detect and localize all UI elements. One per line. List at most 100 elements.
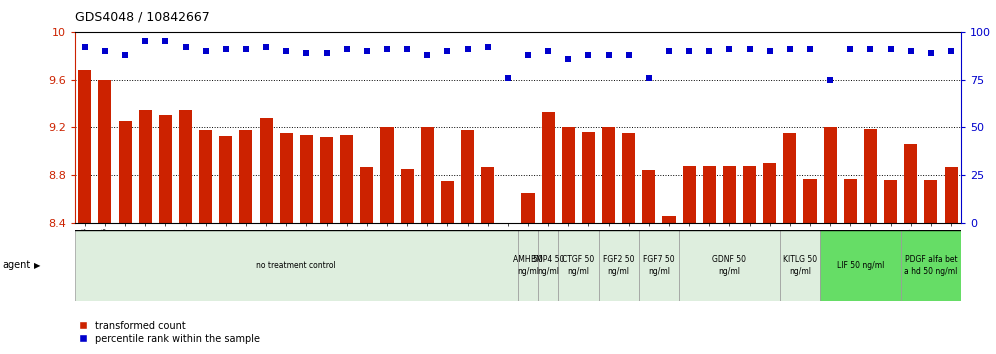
Bar	[763, 163, 776, 223]
Point	[661, 48, 677, 54]
Point	[500, 75, 516, 81]
Point	[843, 46, 859, 52]
Bar	[179, 109, 192, 223]
Point	[923, 50, 939, 56]
Point	[379, 46, 395, 52]
Point	[742, 46, 758, 52]
Bar	[239, 130, 253, 223]
Point	[902, 48, 918, 54]
Bar	[602, 127, 616, 223]
Point	[681, 48, 697, 54]
Point	[863, 46, 878, 52]
Point	[177, 44, 193, 50]
Text: ▶: ▶	[34, 261, 41, 270]
Point	[238, 46, 254, 52]
Point	[218, 46, 234, 52]
Point	[118, 52, 133, 58]
Bar	[864, 129, 877, 223]
Point	[782, 46, 798, 52]
Bar	[743, 166, 756, 223]
Point	[459, 46, 475, 52]
Bar	[138, 109, 151, 223]
Point	[762, 48, 778, 54]
Bar	[99, 80, 112, 223]
Point	[480, 44, 496, 50]
Point	[701, 48, 717, 54]
Point	[561, 56, 577, 62]
Bar	[542, 112, 555, 223]
Text: BMP4 50
ng/ml: BMP4 50 ng/ml	[532, 256, 565, 275]
Bar	[361, 167, 374, 223]
Point	[621, 52, 636, 58]
Point	[399, 46, 415, 52]
Text: CTGF 50
ng/ml: CTGF 50 ng/ml	[562, 256, 595, 275]
Bar	[662, 216, 675, 223]
Text: GDS4048 / 10842667: GDS4048 / 10842667	[75, 11, 209, 24]
Point	[520, 52, 536, 58]
Bar	[904, 144, 917, 223]
Bar	[820, 230, 900, 301]
Bar	[75, 230, 518, 301]
Legend: transformed count, percentile rank within the sample: transformed count, percentile rank withi…	[80, 321, 260, 344]
Text: KITLG 50
ng/ml: KITLG 50 ng/ml	[783, 256, 817, 275]
Point	[299, 50, 315, 56]
Point	[721, 46, 737, 52]
Bar	[119, 121, 131, 223]
Bar	[340, 135, 354, 223]
Bar	[558, 230, 599, 301]
Bar	[562, 127, 575, 223]
Bar	[300, 135, 313, 223]
Point	[97, 48, 113, 54]
Bar	[380, 127, 393, 223]
Text: LIF 50 ng/ml: LIF 50 ng/ml	[837, 261, 884, 270]
Bar	[461, 130, 474, 223]
Point	[197, 48, 213, 54]
Point	[802, 46, 818, 52]
Point	[439, 48, 455, 54]
Bar	[518, 230, 538, 301]
Bar	[420, 127, 434, 223]
Bar	[638, 230, 679, 301]
Bar	[622, 133, 635, 223]
Bar	[682, 166, 696, 223]
Point	[943, 48, 959, 54]
Point	[258, 44, 274, 50]
Text: FGF7 50
ng/ml: FGF7 50 ng/ml	[643, 256, 674, 275]
Point	[823, 77, 839, 82]
Point	[640, 75, 656, 81]
Bar	[441, 181, 454, 223]
Point	[278, 48, 294, 54]
Bar	[884, 180, 897, 223]
Bar	[844, 179, 857, 223]
Text: no treatment control: no treatment control	[256, 261, 337, 270]
Point	[77, 44, 93, 50]
Point	[339, 46, 355, 52]
Bar	[723, 166, 736, 223]
Point	[137, 39, 153, 44]
Point	[319, 50, 335, 56]
Bar	[924, 180, 937, 223]
Point	[882, 46, 898, 52]
Bar	[199, 130, 212, 223]
Text: AMH 50
ng/ml: AMH 50 ng/ml	[513, 256, 543, 275]
Bar	[900, 230, 961, 301]
Bar	[79, 70, 92, 223]
Bar	[481, 167, 494, 223]
Bar	[400, 169, 413, 223]
Bar	[320, 137, 333, 223]
Point	[540, 48, 556, 54]
Text: PDGF alfa bet
a hd 50 ng/ml: PDGF alfa bet a hd 50 ng/ml	[904, 256, 957, 275]
Point	[157, 39, 173, 44]
Bar	[280, 133, 293, 223]
Bar	[538, 230, 558, 301]
Point	[419, 52, 435, 58]
Text: FGF2 50
ng/ml: FGF2 50 ng/ml	[603, 256, 634, 275]
Bar	[642, 170, 655, 223]
Bar	[780, 230, 820, 301]
Text: GDNF 50
ng/ml: GDNF 50 ng/ml	[712, 256, 746, 275]
Bar	[824, 127, 837, 223]
Bar	[783, 133, 797, 223]
Bar	[804, 179, 817, 223]
Bar	[582, 132, 595, 223]
Bar	[219, 136, 232, 223]
